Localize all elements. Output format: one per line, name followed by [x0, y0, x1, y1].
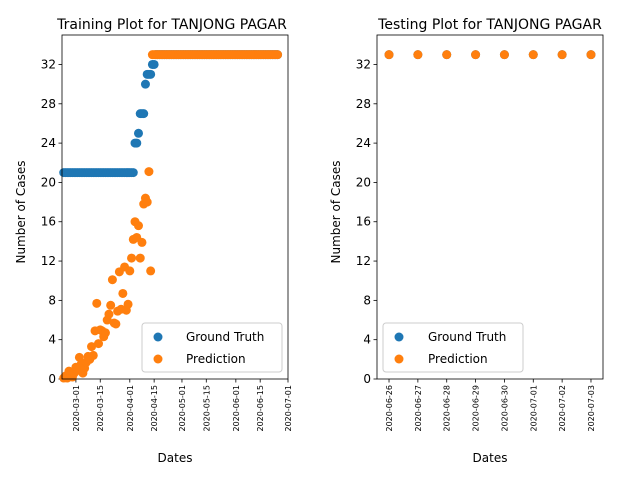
y-tick-label: 8 [363, 293, 371, 307]
prediction-point [273, 50, 283, 60]
x-tick-label: 2020-06-29 [472, 385, 481, 432]
training-plot: Training Plot for TANJONG PAGAR Dates Nu… [14, 17, 293, 465]
x-tick-label: 2020-04-01 [126, 385, 135, 432]
y-tick-label: 16 [41, 215, 56, 229]
x-tick-label: 2020-06-28 [443, 385, 452, 432]
y-axis-label: Number of Cases [14, 160, 28, 263]
legend-marker-ground-truth [153, 332, 163, 342]
prediction-point [499, 50, 509, 60]
x-tick-label: 2020-06-26 [385, 385, 394, 432]
axis-ticks: 0 4 8 12 16 20 24 28 32 2020-03-01 2020-03-15 2020-… [41, 57, 293, 431]
legend-label-prediction: Prediction [186, 352, 246, 366]
x-tick-label: 2020-07-02 [558, 385, 567, 432]
prediction-point [144, 167, 154, 177]
testing-plot: Testing Plot for TANJONG PAGAR Dates Num… [329, 17, 604, 465]
x-tick-label: 2020-03-15 [96, 385, 105, 432]
y-tick-label: 24 [356, 136, 371, 150]
legend-label-ground-truth: Ground Truth [186, 330, 264, 344]
legend-label-prediction: Prediction [428, 352, 488, 366]
prediction-point [100, 328, 110, 338]
prediction-point [442, 50, 452, 60]
y-axis-label: Number of Cases [329, 160, 343, 263]
y-tick-label: 12 [41, 254, 56, 268]
axes-frame [376, 34, 604, 380]
prediction-point [87, 342, 97, 352]
x-tick-label: 2020-03-01 [72, 385, 81, 432]
y-tick-label: 32 [356, 57, 371, 71]
prediction-point [146, 266, 156, 276]
y-tick-label: 12 [356, 254, 371, 268]
y-tick-label: 4 [363, 333, 371, 347]
ground-truth-point [146, 69, 156, 79]
ground-truth-point [133, 128, 143, 138]
x-tick-label: 2020-05-15 [202, 385, 211, 432]
y-tick-label: 4 [48, 333, 56, 347]
chart-title: Testing Plot for TANJONG PAGAR [377, 17, 602, 33]
x-axis-label: Dates [158, 451, 193, 465]
y-tick-label: 32 [41, 57, 56, 71]
prediction-point [94, 339, 104, 349]
prediction-point [104, 309, 114, 319]
x-tick-label: 2020-07-01 [284, 385, 293, 432]
y-tick-label: 0 [48, 372, 56, 386]
y-tick-label: 0 [363, 372, 371, 386]
prediction-point [557, 50, 567, 60]
plot-area [384, 50, 596, 60]
ground-truth-point [149, 59, 159, 69]
prediction-point [384, 50, 394, 60]
x-tick-label: 2020-06-27 [414, 385, 423, 432]
legend-box [382, 322, 524, 373]
x-axis-label: Dates [473, 451, 508, 465]
legend-marker-ground-truth [394, 332, 404, 342]
y-tick-label: 28 [41, 97, 56, 111]
chart-title: Training Plot for TANJONG PAGAR [56, 17, 287, 33]
legend-box [141, 322, 283, 373]
prediction-point [127, 253, 137, 263]
prediction-point [107, 275, 117, 285]
ground-truth-point [132, 138, 142, 148]
prediction-point [74, 352, 84, 362]
legend-marker-prediction [153, 354, 163, 364]
x-tick-label: 2020-06-30 [500, 385, 509, 432]
prediction-point [528, 50, 538, 60]
y-tick-label: 16 [356, 215, 371, 229]
plot-area [59, 50, 283, 383]
prediction-point [88, 350, 98, 360]
legend: Ground Truth Prediction [382, 322, 524, 373]
prediction-point [142, 197, 152, 207]
prediction-point [471, 50, 481, 60]
y-tick-label: 8 [48, 293, 56, 307]
prediction-point [92, 298, 102, 308]
prediction-point [586, 50, 596, 60]
axis-ticks: 0 4 8 12 16 20 24 28 32 2020-06-26 2020-06-27 2020-… [356, 57, 596, 431]
x-tick-label: 2020-07-03 [587, 385, 596, 432]
prediction-point [118, 288, 128, 298]
y-tick-label: 20 [356, 175, 371, 189]
ground-truth-point [128, 168, 138, 178]
x-tick-label: 2020-04-15 [150, 385, 159, 432]
x-tick-label: 2020-07-01 [529, 385, 538, 432]
axes-frame [61, 34, 289, 380]
prediction-point [135, 253, 145, 263]
legend-marker-prediction [394, 354, 404, 364]
x-tick-label: 2020-05-01 [178, 385, 187, 432]
x-tick-label: 2020-06-01 [232, 385, 241, 432]
prediction-point [413, 50, 423, 60]
ground-truth-point [139, 109, 149, 119]
prediction-point [137, 237, 147, 247]
legend: Ground Truth Prediction [141, 322, 283, 373]
ground-truth-point [140, 79, 150, 89]
legend-label-ground-truth: Ground Truth [428, 330, 506, 344]
prediction-point [111, 319, 121, 329]
y-tick-label: 28 [356, 97, 371, 111]
prediction-point [106, 300, 116, 310]
x-tick-label: 2020-06-15 [256, 385, 265, 432]
y-tick-label: 24 [41, 136, 56, 150]
prediction-point [125, 266, 135, 276]
y-tick-label: 20 [41, 175, 56, 189]
prediction-point [123, 299, 133, 309]
prediction-point [133, 221, 143, 231]
